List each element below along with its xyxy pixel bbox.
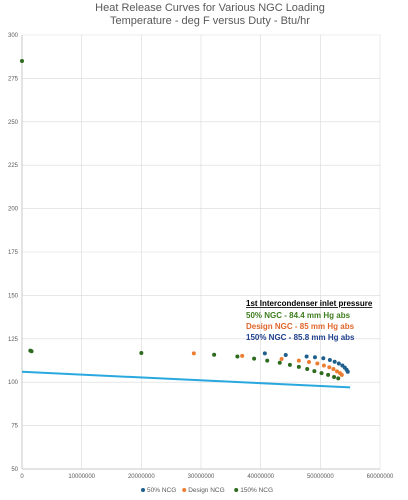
data-point-150-ncg [29, 349, 34, 354]
data-point-150-ncg [305, 367, 310, 372]
legend-label-150-ncg: 150% NCG [240, 487, 273, 494]
data-points [20, 59, 350, 381]
annotation-line-design: Design NGC - 85 mm Hg abs [246, 322, 355, 331]
data-point-150-ncg [296, 364, 301, 369]
x-tick-label: 50000000 [307, 474, 334, 480]
data-point-design-ncg [321, 363, 326, 368]
y-tick-label: 250 [8, 120, 19, 126]
data-point-design-ncg [327, 365, 332, 370]
legend-label-50-ncg: 50% NCG [147, 487, 176, 494]
y-tick-label: 175 [8, 250, 19, 256]
chart-title: Heat Release Curves for Various NGC Load… [95, 2, 325, 14]
data-point-150-ncg [287, 362, 292, 367]
y-tick-label: 100 [8, 380, 19, 386]
data-point-design-ncg [339, 372, 344, 377]
x-tick-label: 0 [20, 474, 24, 480]
data-point-150-ncg [336, 376, 341, 381]
y-tick-label: 150 [8, 293, 19, 299]
data-point-150-ncg [277, 360, 282, 365]
y-tick-label: 300 [8, 33, 19, 39]
trend-line-layer [21, 370, 351, 389]
data-point-50-ncg [262, 351, 267, 356]
x-tick-label: 10000000 [68, 474, 95, 480]
data-point-150-ncg [326, 372, 331, 377]
legend-label-design-ncg: Design NCG [188, 487, 224, 494]
data-point-design-ncg [296, 358, 301, 363]
data-point-50-ncg [327, 357, 332, 362]
y-tick-label: 75 [11, 424, 18, 430]
data-point-150-ncg [20, 59, 24, 64]
data-point-150-ncg [265, 358, 270, 363]
annotation-line-150: 150% NGC - 85.8 mm Hg abs [246, 333, 355, 342]
y-tick-label: 200 [8, 207, 19, 213]
data-point-150-ncg [312, 369, 317, 374]
x-tick-label: 20000000 [128, 474, 155, 480]
y-tick-label: 225 [8, 163, 19, 169]
y-tick-labels: 50 75 100 125 150 175 200 225 250 275 300 [8, 33, 19, 473]
data-point-50-ncg [283, 352, 288, 357]
x-tick-label: 60000000 [367, 474, 394, 480]
legend-marker-50-ncg [141, 488, 145, 492]
data-point-150-ncg [319, 371, 324, 376]
legend-marker-150-ncg [234, 488, 239, 492]
pressure-annotation: 1st Intercondenser inlet pressure 50% NG… [246, 299, 373, 342]
axes [21, 35, 380, 470]
data-point-150-ncg [139, 351, 144, 356]
data-point-design-ncg [335, 369, 340, 374]
y-tick-label: 125 [8, 337, 19, 343]
data-point-50-ncg [332, 359, 337, 364]
data-point-150-ncg [332, 374, 337, 379]
annotation-line-50: 50% NGC - 84.4 mm Hg abs [246, 311, 351, 320]
data-point-design-ncg [315, 361, 320, 366]
data-point-design-ncg [331, 367, 336, 372]
data-point-150-ncg [252, 356, 257, 361]
annotation-heading: 1st Intercondenser inlet pressure [246, 299, 373, 308]
data-point-design-ncg [191, 351, 196, 356]
trend-line [21, 370, 351, 389]
x-tick-label: 40000000 [247, 474, 274, 480]
data-point-150-ncg [235, 354, 240, 359]
chart-subtitle: Temperature - deg F versus Duty - Btu/hr [110, 15, 310, 27]
data-point-50-ncg [304, 354, 309, 359]
data-point-50-ncg [321, 356, 326, 361]
data-point-design-ncg [279, 356, 284, 361]
x-tick-label: 30000000 [188, 474, 215, 480]
legend: 50% NCG Design NCG 150% NCG [141, 487, 273, 494]
y-tick-label: 50 [11, 467, 18, 473]
x-tick-labels: 0 10000000 20000000 30000000 40000000 5000000… [20, 474, 394, 480]
legend-marker-design-ncg [182, 488, 187, 492]
data-point-50-ncg [312, 355, 317, 360]
data-point-150-ncg [212, 352, 217, 357]
data-point-design-ncg [240, 353, 245, 358]
y-tick-label: 275 [8, 76, 19, 82]
data-point-50-ncg [345, 369, 350, 374]
data-point-design-ncg [306, 360, 311, 365]
data-point-50-ncg [336, 361, 341, 366]
